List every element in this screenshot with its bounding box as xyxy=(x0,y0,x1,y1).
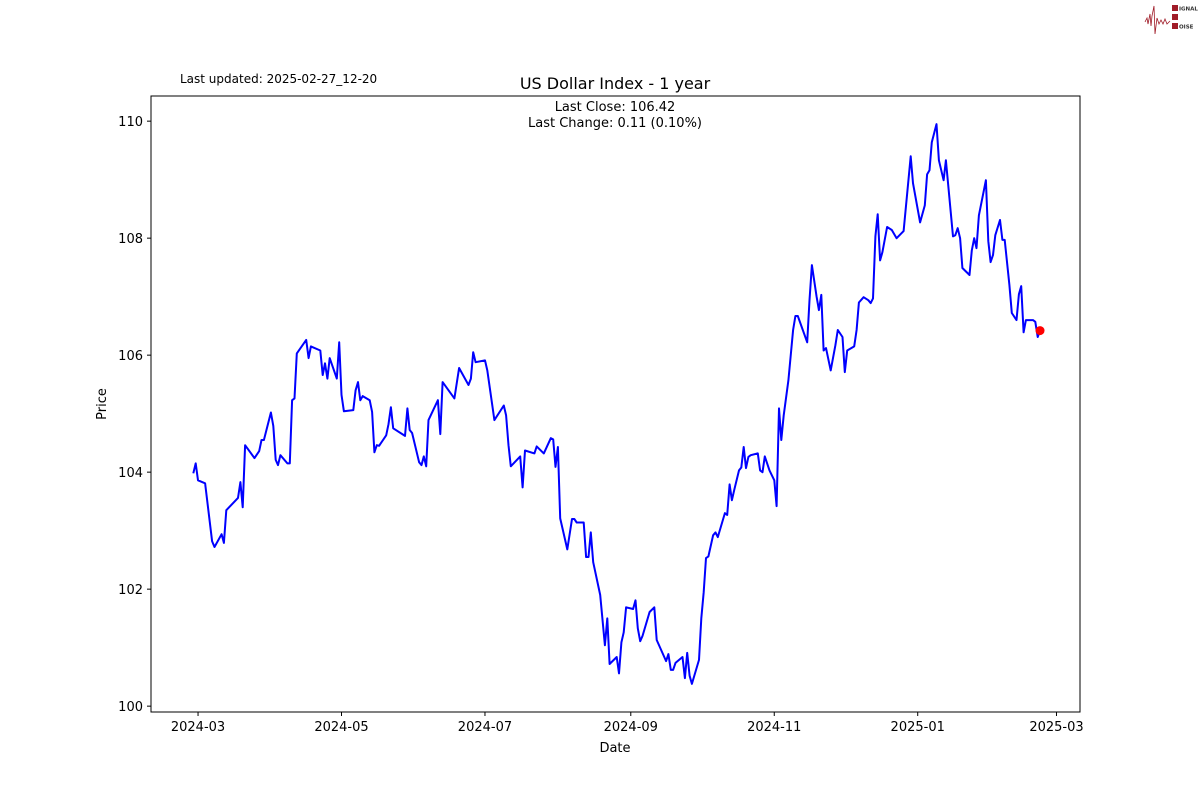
logo: IGNAL OISE xyxy=(1144,5,1198,35)
last-updated-text: Last updated: 2025-02-27_12-20 xyxy=(180,72,377,86)
logo-wave-icon xyxy=(1144,5,1171,35)
y-tick-label: 100 xyxy=(118,700,143,715)
y-tick-label: 110 xyxy=(118,115,143,130)
plot-area xyxy=(192,123,1045,685)
x-tick-label: 2024-07 xyxy=(458,720,512,735)
y-tick-label: 108 xyxy=(118,232,143,247)
y-tick-label: 106 xyxy=(118,349,143,364)
x-tick-label: 2025-03 xyxy=(1029,720,1083,735)
last-close-annotation: Last Close: 106.42 xyxy=(555,100,676,115)
x-tick-label: 2025-01 xyxy=(891,720,945,735)
y-axis-ticks: 100 102 104 106 108 110 xyxy=(118,115,151,715)
last-close-marker xyxy=(1035,326,1045,336)
last-change-annotation: Last Change: 0.11 (0.10%) xyxy=(528,116,702,131)
y-tick-label: 104 xyxy=(118,466,143,481)
x-tick-label: 2024-11 xyxy=(747,720,801,735)
y-axis-label: Price xyxy=(95,388,110,420)
svg-text:OISE: OISE xyxy=(1179,25,1194,31)
axes-frame xyxy=(150,95,1081,713)
x-tick-label: 2024-03 xyxy=(171,720,225,735)
x-tick-label: 2024-05 xyxy=(314,720,368,735)
chart-title: US Dollar Index - 1 year xyxy=(520,74,711,93)
x-axis-ticks: 2024-03 2024-05 2024-07 2024-09 2024-11 2025-… xyxy=(171,712,1084,735)
price-line xyxy=(192,123,1041,685)
x-tick-label: 2024-09 xyxy=(604,720,658,735)
x-axis-label: Date xyxy=(599,741,630,756)
y-tick-label: 102 xyxy=(118,583,143,598)
svg-text:IGNAL: IGNAL xyxy=(1179,7,1198,13)
